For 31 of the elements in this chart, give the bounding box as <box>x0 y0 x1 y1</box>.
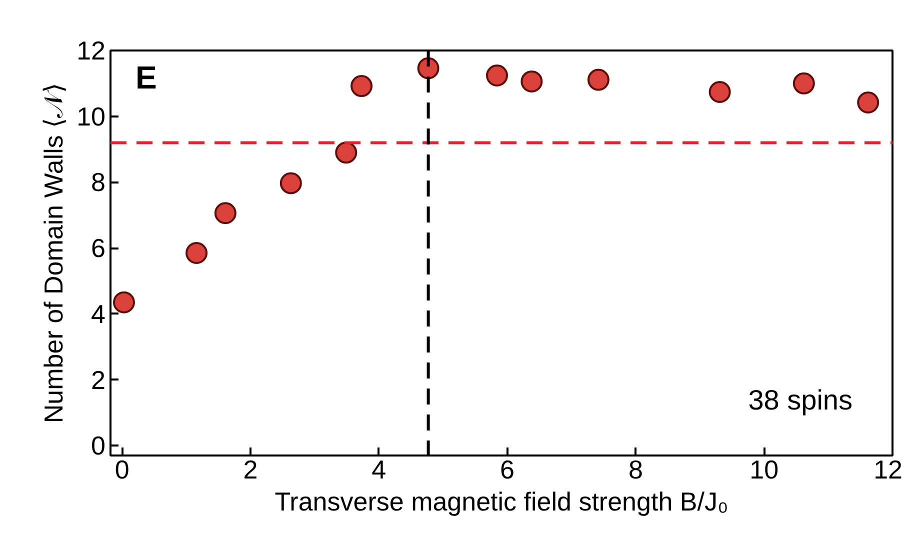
x-tick-label: 0 <box>114 454 130 484</box>
y-tick-label: 6 <box>91 233 106 264</box>
point <box>520 70 543 92</box>
point <box>214 202 236 224</box>
y-tick-label: 12 <box>76 36 106 66</box>
y-tick-label: 0 <box>91 430 106 461</box>
x-tick-label: 12 <box>874 454 902 484</box>
x-tick-label: 8 <box>628 454 643 484</box>
annotation: 38 spins <box>748 384 853 416</box>
point <box>792 72 815 94</box>
point <box>350 75 373 98</box>
x-axis-title: Transverse magnetic field strength B/J₀ <box>274 486 728 516</box>
annotation: E <box>136 60 157 96</box>
y-tick-label: 2 <box>91 364 106 395</box>
y-axis-title: Number of Domain Walls ⟨𝒩⟩ <box>38 82 69 424</box>
x-tick-label: 10 <box>750 454 779 484</box>
y-tick-label: 4 <box>91 298 106 329</box>
point <box>708 81 731 103</box>
point <box>280 172 302 194</box>
point <box>587 68 610 91</box>
x-tick-label: 2 <box>243 454 258 484</box>
point <box>112 291 135 314</box>
x-tick-label: 6 <box>500 454 515 484</box>
y-tick-label: 8 <box>91 167 106 198</box>
x-tick-label: 4 <box>372 454 386 484</box>
point <box>186 242 208 264</box>
point <box>335 142 358 164</box>
point <box>417 57 440 80</box>
y-tick-label: 10 <box>76 101 106 132</box>
point <box>857 92 880 114</box>
point <box>486 64 508 87</box>
